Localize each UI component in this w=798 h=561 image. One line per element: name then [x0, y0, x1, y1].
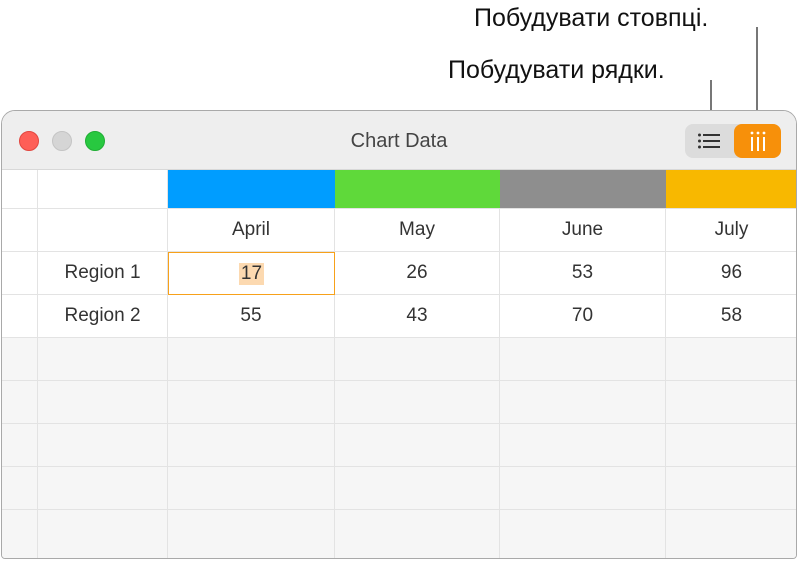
- data-cell[interactable]: 58: [666, 295, 796, 338]
- series-color-swatch[interactable]: [666, 170, 796, 209]
- empty-cell[interactable]: [335, 338, 500, 381]
- plot-rows-button[interactable]: [685, 124, 732, 158]
- series-color-swatch[interactable]: [500, 170, 666, 209]
- data-table: April May June July Region 1 17 26 53 96 Region 2…: [2, 170, 796, 558]
- column-header[interactable]: June: [500, 209, 666, 252]
- close-button[interactable]: [19, 131, 39, 151]
- empty-cell[interactable]: [2, 252, 38, 295]
- empty-cell[interactable]: [2, 467, 38, 510]
- plot-mode-segmented-control: [685, 124, 781, 158]
- empty-cell[interactable]: [500, 424, 666, 467]
- list-icon: [697, 133, 720, 149]
- empty-cell[interactable]: [335, 381, 500, 424]
- plot-rows-callout-line: [710, 80, 712, 125]
- empty-cell[interactable]: [500, 510, 666, 558]
- empty-cell[interactable]: [2, 295, 38, 338]
- empty-cell[interactable]: [2, 338, 38, 381]
- zoom-button[interactable]: [85, 131, 105, 151]
- series-color-swatch[interactable]: [335, 170, 500, 209]
- empty-cell[interactable]: [500, 467, 666, 510]
- empty-cell[interactable]: [2, 510, 38, 558]
- row-header[interactable]: Region 2: [38, 295, 168, 338]
- empty-cell[interactable]: [666, 467, 796, 510]
- empty-cell[interactable]: [335, 510, 500, 558]
- empty-cell[interactable]: [666, 381, 796, 424]
- series-color-swatch[interactable]: [168, 170, 335, 209]
- empty-cell[interactable]: [38, 381, 168, 424]
- data-cell[interactable]: 26: [335, 252, 500, 295]
- empty-cell[interactable]: [168, 338, 335, 381]
- minimize-button[interactable]: [52, 131, 72, 151]
- data-cell[interactable]: 55: [168, 295, 335, 338]
- selected-cell-value[interactable]: 17: [238, 262, 265, 285]
- empty-cell[interactable]: [168, 510, 335, 558]
- empty-cell[interactable]: [335, 424, 500, 467]
- row-header[interactable]: Region 1: [38, 252, 168, 295]
- empty-cell[interactable]: [2, 424, 38, 467]
- empty-cell[interactable]: [38, 510, 168, 558]
- data-cell[interactable]: 43: [335, 295, 500, 338]
- empty-cell[interactable]: [666, 424, 796, 467]
- empty-cell[interactable]: [666, 338, 796, 381]
- data-cell[interactable]: 70: [500, 295, 666, 338]
- data-cell[interactable]: 96: [666, 252, 796, 295]
- empty-cell[interactable]: [500, 381, 666, 424]
- empty-cell[interactable]: [38, 170, 168, 209]
- plot-columns-callout: Побудувати стовпці.: [474, 4, 709, 32]
- data-cell[interactable]: 17: [168, 252, 335, 295]
- empty-cell[interactable]: [335, 467, 500, 510]
- plot-columns-button[interactable]: [734, 124, 781, 158]
- column-header[interactable]: July: [666, 209, 796, 252]
- empty-cell[interactable]: [2, 209, 38, 252]
- columns-icon: [750, 131, 765, 151]
- column-header[interactable]: April: [168, 209, 335, 252]
- empty-cell[interactable]: [168, 381, 335, 424]
- empty-cell[interactable]: [38, 209, 168, 252]
- empty-cell[interactable]: [666, 510, 796, 558]
- chart-data-window: Chart Data April May June July Region 1 17 26 5…: [1, 110, 797, 559]
- empty-cell[interactable]: [500, 338, 666, 381]
- window-title: Chart Data: [350, 130, 448, 152]
- empty-cell[interactable]: [2, 381, 38, 424]
- empty-cell[interactable]: [168, 424, 335, 467]
- empty-cell[interactable]: [38, 424, 168, 467]
- plot-columns-callout-line: [756, 27, 758, 125]
- empty-cell[interactable]: [2, 170, 38, 209]
- empty-cell[interactable]: [38, 467, 168, 510]
- data-cell[interactable]: 53: [500, 252, 666, 295]
- empty-cell[interactable]: [38, 338, 168, 381]
- title-bar: Chart Data: [2, 111, 796, 170]
- empty-cell[interactable]: [168, 467, 335, 510]
- plot-rows-callout: Побудувати рядки.: [448, 56, 665, 84]
- column-header[interactable]: May: [335, 209, 500, 252]
